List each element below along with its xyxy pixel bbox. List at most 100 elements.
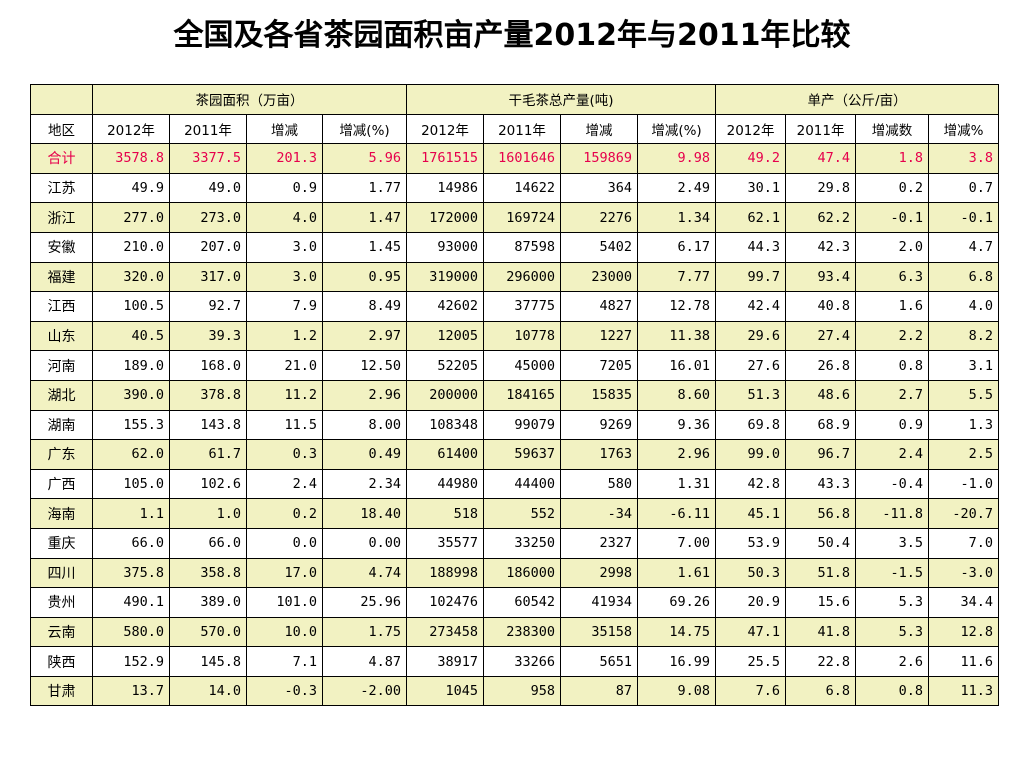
value-cell: 34.4 [928, 587, 1000, 618]
region-cell: 福建 [30, 261, 93, 293]
value-cell: -34 [560, 498, 638, 529]
value-cell: 1045 [406, 675, 484, 707]
value-cell: 201.3 [246, 143, 323, 174]
value-cell: 108348 [406, 409, 484, 441]
value-cell: 159869 [560, 143, 638, 174]
value-cell: 7205 [560, 350, 638, 381]
value-cell: 5.5 [928, 379, 1000, 411]
region-cell: 合计 [30, 143, 93, 174]
value-cell: 11.5 [246, 409, 323, 441]
area-2011-header: 2011年 [169, 113, 247, 145]
value-cell: 2.97 [322, 320, 407, 352]
value-cell: 184165 [483, 379, 561, 411]
value-cell: 40.8 [785, 291, 857, 322]
table-row: 广东 62.0 61.7 0.3 0.49 61400 59637 1763 2.96 99.0 9… [30, 439, 1000, 470]
value-cell: 207.0 [169, 231, 247, 263]
value-cell: 16.99 [636, 646, 717, 677]
value-cell: 66.0 [169, 527, 247, 559]
value-cell: 2.96 [322, 379, 407, 411]
value-cell: 8.60 [636, 379, 717, 411]
value-cell: 0.2 [246, 498, 323, 529]
table-row: 合计 3578.8 3377.5 201.3 5.96 1761515 1601646 159… [30, 143, 1000, 174]
yield-2012-header: 2012年 [715, 113, 787, 145]
table-row: 陕西 152.9 145.8 7.1 4.87 38917 33266 5651 16.99 25… [30, 646, 1000, 677]
value-cell: 2.0 [855, 231, 930, 263]
value-cell: 12.8 [928, 616, 1000, 648]
area-change-pct-header: 增减(%) [322, 113, 407, 145]
value-cell: 17.0 [246, 557, 323, 589]
value-cell: 47.4 [785, 143, 857, 174]
value-cell: 11.2 [246, 379, 323, 411]
value-cell: 3.5 [855, 527, 930, 559]
value-cell: 7.0 [928, 527, 1000, 559]
value-cell: 3.1 [928, 350, 1000, 381]
value-cell: 7.77 [636, 261, 717, 293]
region-cell: 甘肃 [30, 675, 93, 707]
value-cell: 1.8 [855, 143, 930, 174]
value-cell: 11.38 [636, 320, 717, 352]
region-cell: 浙江 [30, 202, 93, 233]
value-cell: 20.9 [715, 587, 787, 618]
group-header-row: 茶园面积（万亩） 干毛茶总产量(吨) 单产（公斤/亩） [30, 84, 1000, 115]
value-cell: 6.17 [636, 231, 717, 263]
value-cell: 27.4 [785, 320, 857, 352]
column-header-row: 地区 2012年 2011年 增减 增减(%) 2012年 2011年 增减 增… [30, 113, 1000, 145]
value-cell: 14986 [406, 172, 484, 204]
value-cell: 15.6 [785, 587, 857, 618]
value-cell: -0.1 [855, 202, 930, 233]
value-cell: 2.49 [636, 172, 717, 204]
yield-change-header: 增减数 [855, 113, 930, 145]
value-cell: 9.08 [636, 675, 717, 707]
region-cell: 四川 [30, 557, 93, 589]
value-cell: 155.3 [92, 409, 170, 441]
area-change-header: 增减 [246, 113, 323, 145]
value-cell: 2.6 [855, 646, 930, 677]
value-cell: 210.0 [92, 231, 170, 263]
value-cell: 5.3 [855, 616, 930, 648]
value-cell: 92.7 [169, 291, 247, 322]
value-cell: 4.0 [928, 291, 1000, 322]
value-cell: 41934 [560, 587, 638, 618]
value-cell: 61.7 [169, 439, 247, 470]
value-cell: 26.8 [785, 350, 857, 381]
value-cell: 0.00 [322, 527, 407, 559]
value-cell: 152.9 [92, 646, 170, 677]
value-cell: 1.3 [928, 409, 1000, 441]
value-cell: 2.96 [636, 439, 717, 470]
value-cell: 0.8 [855, 350, 930, 381]
value-cell: 87598 [483, 231, 561, 263]
value-cell: 11.3 [928, 675, 1000, 707]
value-cell: 48.6 [785, 379, 857, 411]
value-cell: 11.6 [928, 646, 1000, 677]
table-row: 河南 189.0 168.0 21.0 12.50 52205 45000 7205 16.01… [30, 350, 1000, 381]
value-cell: 49.2 [715, 143, 787, 174]
corner-cell [30, 84, 93, 115]
value-cell: 1601646 [483, 143, 561, 174]
region-cell: 山东 [30, 320, 93, 352]
output-2011-header: 2011年 [483, 113, 561, 145]
table-row: 四川 375.8 358.8 17.0 4.74 188998 186000 2998 1.61… [30, 557, 1000, 589]
value-cell: 62.1 [715, 202, 787, 233]
value-cell: 99079 [483, 409, 561, 441]
yield-2011-header: 2011年 [785, 113, 857, 145]
region-cell: 安徽 [30, 231, 93, 263]
region-cell: 广东 [30, 439, 93, 470]
value-cell: -20.7 [928, 498, 1000, 529]
value-cell: 62.0 [92, 439, 170, 470]
table-body: 合计 3578.8 3377.5 201.3 5.96 1761515 1601646 159… [30, 143, 1000, 707]
value-cell: 22.8 [785, 646, 857, 677]
value-cell: 2998 [560, 557, 638, 589]
value-cell: 7.9 [246, 291, 323, 322]
value-cell: 52205 [406, 350, 484, 381]
table-row: 山东 40.5 39.3 1.2 2.97 12005 10778 1227 11.38 29.6… [30, 320, 1000, 352]
value-cell: 61400 [406, 439, 484, 470]
value-cell: 49.9 [92, 172, 170, 204]
value-cell: 53.9 [715, 527, 787, 559]
value-cell: 189.0 [92, 350, 170, 381]
value-cell: 69.26 [636, 587, 717, 618]
value-cell: 8.2 [928, 320, 1000, 352]
value-cell: 1.31 [636, 468, 717, 500]
value-cell: 358.8 [169, 557, 247, 589]
region-cell: 江西 [30, 291, 93, 322]
value-cell: 375.8 [92, 557, 170, 589]
